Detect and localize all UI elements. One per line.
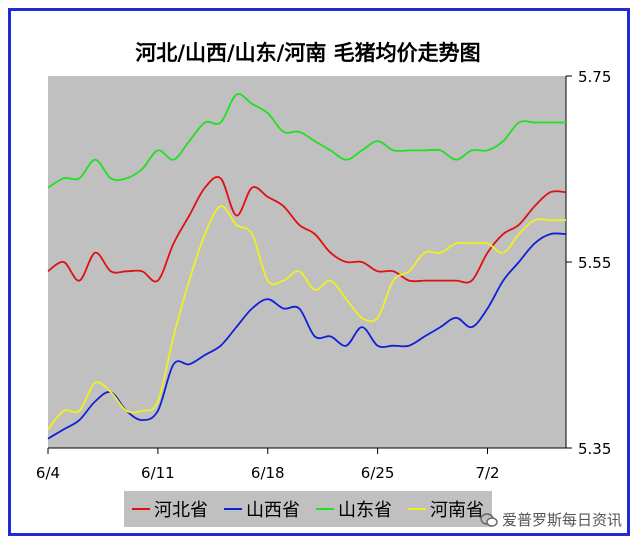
series-line-2 — [47, 232, 567, 440]
wechat-icon — [480, 512, 498, 527]
watermark: 爱普罗斯每日资讯 — [480, 509, 622, 530]
x-tick-label: 6/25 — [361, 464, 395, 482]
legend-label: 山东省 — [338, 500, 392, 521]
legend-label: 山西省 — [246, 500, 300, 521]
chart-title: 河北/山西/山东/河南 毛猪均价走势图 — [135, 41, 480, 65]
series-line-1 — [47, 176, 567, 284]
x-tick-label: 7/2 — [475, 464, 499, 482]
legend-box — [124, 491, 492, 527]
x-tick-label: 6/11 — [141, 464, 175, 482]
x-axis: 6/4 6/11 6/18 6/25 7/2 — [36, 447, 566, 482]
series-lines — [47, 93, 567, 440]
series-line-4 — [47, 205, 566, 430]
x-tick-label: 6/4 — [36, 464, 60, 482]
y-tick-label: 5.35 — [578, 440, 611, 458]
legend-label: 河北省 — [154, 500, 208, 521]
legend: 河北省 山西省 山东省 河南省 — [124, 491, 492, 527]
y-tick-label: 5.75 — [578, 68, 611, 86]
y-tick-label: 5.55 — [578, 254, 611, 272]
series-line-3 — [47, 93, 566, 189]
plot-area — [48, 76, 566, 448]
x-tick-label: 6/18 — [251, 464, 285, 482]
legend-label: 河南省 — [430, 500, 484, 521]
y-axis: 5.75 5.55 5.35 — [565, 68, 611, 458]
watermark-text: 爱普罗斯每日资讯 — [501, 511, 622, 529]
